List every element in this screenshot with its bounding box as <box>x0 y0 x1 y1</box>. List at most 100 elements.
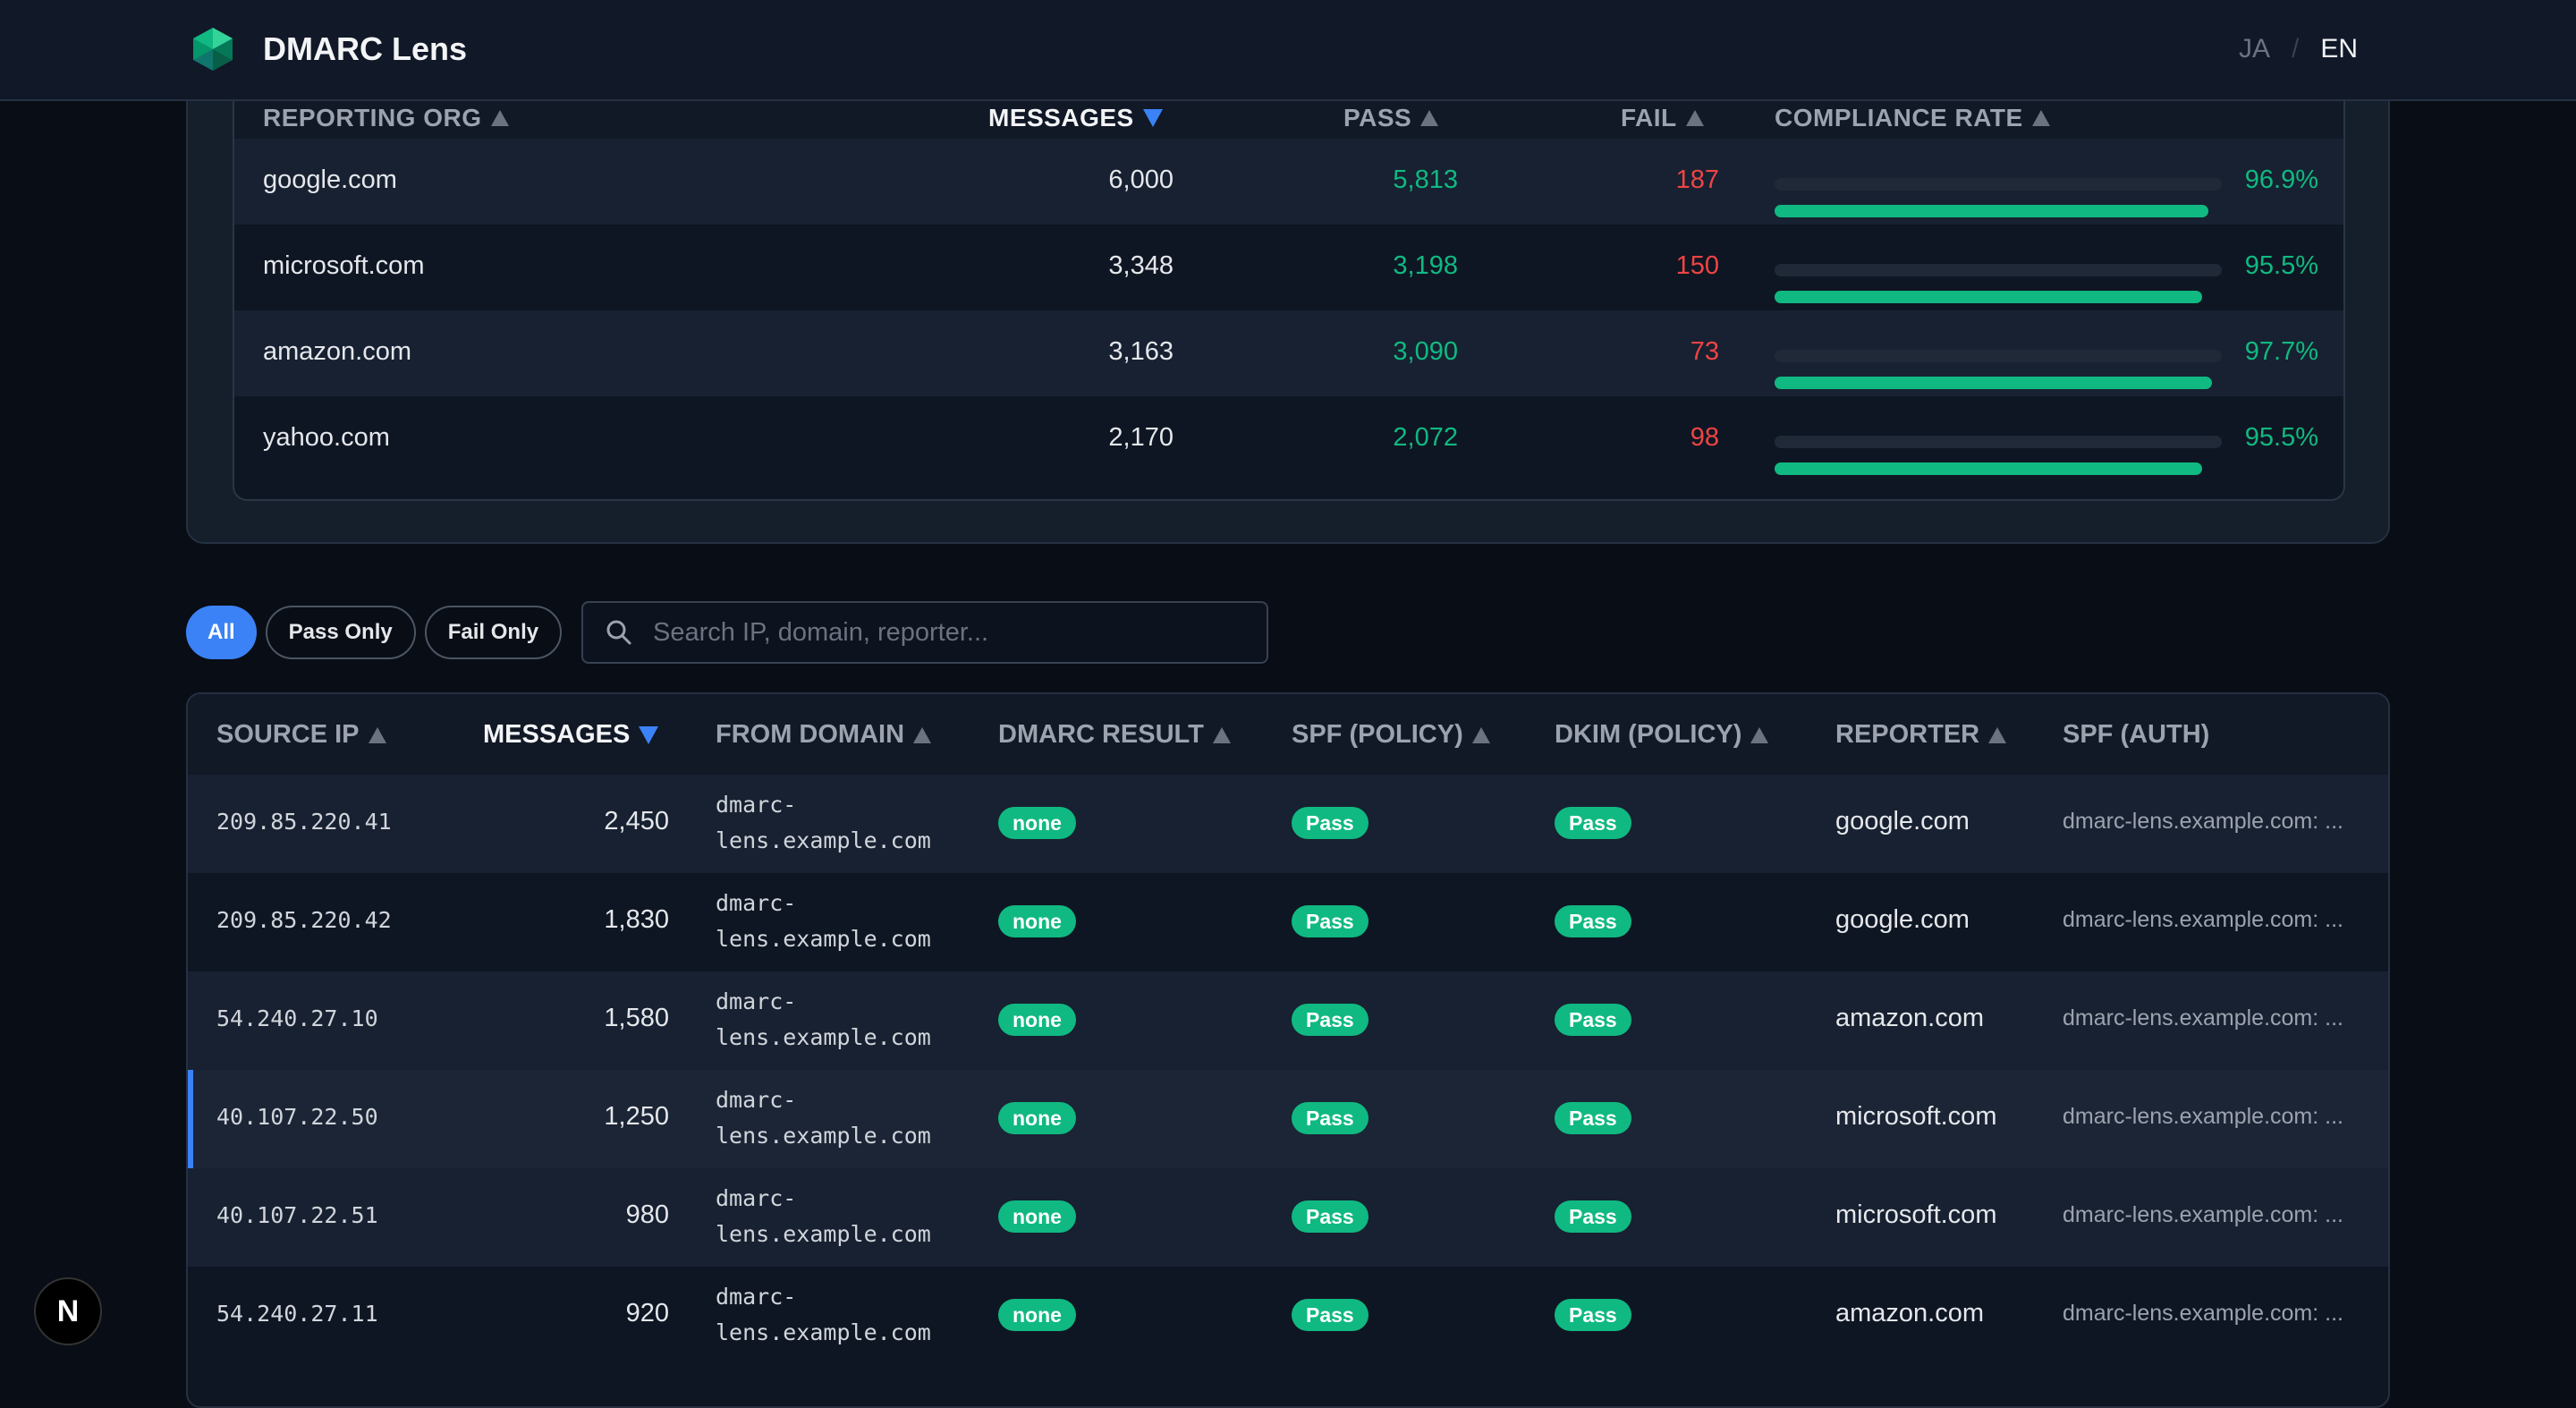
header-label: FAIL <box>1621 104 1677 131</box>
compliance-bar <box>1775 350 2222 389</box>
message-count: 2,450 <box>604 807 669 835</box>
header-label: DKIM (POLICY) <box>1555 720 1742 749</box>
dkim-policy: Pass <box>1555 1200 1631 1233</box>
table-row[interactable]: 54.240.27.11 920 dmarc-lens.example.com … <box>188 1267 2388 1365</box>
from-domain: dmarc-lens.example.com <box>716 787 948 859</box>
lang-en-link[interactable]: EN <box>2320 34 2358 64</box>
sort-asc-icon <box>1212 726 1231 743</box>
spf-badge: Pass <box>1292 905 1368 937</box>
spf-auth: dmarc-lens.example.com: ... <box>2063 1104 2343 1129</box>
table-row-selected[interactable]: 40.107.22.50 1,250 dmarc-lens.example.co… <box>188 1070 2388 1168</box>
header-reporting-org[interactable]: REPORTING ORG <box>263 104 509 132</box>
spf-policy: Pass <box>1292 905 1368 937</box>
org-row[interactable]: amazon.com 3,163 3,090 73 97.7% <box>234 310 2343 396</box>
header-pass[interactable]: PASS <box>1343 104 1439 132</box>
reporting-org-table: REPORTING ORG MESSAGES PASS FAIL COMPLIA… <box>233 55 2345 501</box>
header-label: MESSAGES <box>483 720 631 749</box>
from-domain-line2: lens.example.com <box>716 1123 931 1149</box>
source-ip: 54.240.27.11 <box>216 1301 378 1327</box>
spf-policy: Pass <box>1292 1200 1368 1233</box>
org-pass: 2,072 <box>1393 423 1458 452</box>
org-rate: 95.5% <box>2244 251 2318 280</box>
dmarc-badge: none <box>998 807 1076 839</box>
message-count: 1,580 <box>604 1004 669 1032</box>
from-domain-line1: dmarc- <box>716 988 797 1014</box>
header-messages[interactable]: MESSAGES <box>483 720 659 750</box>
search-icon <box>606 620 631 645</box>
org-fail: 98 <box>1690 423 1719 452</box>
source-ip: 209.85.220.41 <box>216 809 392 835</box>
org-name: amazon.com <box>263 337 412 366</box>
table-row[interactable]: 54.240.27.10 1,580 dmarc-lens.example.co… <box>188 971 2388 1070</box>
header-dmarc-result[interactable]: DMARC RESULT <box>998 720 1231 750</box>
language-switcher: JA / EN <box>2239 34 2358 64</box>
org-row[interactable]: google.com 6,000 5,813 187 96.9% <box>234 139 2343 225</box>
header-label: PASS <box>1343 104 1412 131</box>
org-fail: 150 <box>1675 251 1719 280</box>
dmarc-result: none <box>998 1004 1076 1036</box>
sort-asc-icon <box>1988 726 2007 743</box>
org-pass: 3,090 <box>1393 337 1458 366</box>
org-pass: 5,813 <box>1393 165 1458 194</box>
header-fail[interactable]: FAIL <box>1621 104 1704 132</box>
dmarc-result: none <box>998 905 1076 937</box>
header-reporter[interactable]: REPORTER <box>1835 720 2007 750</box>
source-ip: 54.240.27.10 <box>216 1005 378 1031</box>
from-domain: dmarc-lens.example.com <box>716 1181 948 1252</box>
org-row[interactable]: yahoo.com 2,170 2,072 98 95.5% <box>234 396 2343 482</box>
spf-badge: Pass <box>1292 1299 1368 1331</box>
records-table-header: SOURCE IP MESSAGES FROM DOMAIN DMARC RES… <box>188 694 2388 775</box>
from-domain-line1: dmarc- <box>716 1185 797 1211</box>
filter-pass-only-button[interactable]: Pass Only <box>265 606 416 659</box>
header-label: SOURCE IP <box>216 720 360 749</box>
dkim-badge: Pass <box>1555 1004 1631 1036</box>
message-count: 920 <box>625 1299 669 1327</box>
sort-asc-icon <box>1750 726 1769 743</box>
compliance-bar <box>1775 264 2222 303</box>
from-domain-line1: dmarc- <box>716 890 797 916</box>
spf-badge: Pass <box>1292 1102 1368 1134</box>
search-input[interactable] <box>653 617 1243 648</box>
reporter: amazon.com <box>1835 1004 1985 1032</box>
header-dkim-policy[interactable]: DKIM (POLICY) <box>1555 720 1769 750</box>
org-rate: 97.7% <box>2244 337 2318 366</box>
dkim-policy: Pass <box>1555 807 1631 839</box>
filter-all-button[interactable]: All <box>186 606 257 659</box>
table-row[interactable]: 40.107.22.51 980 dmarc-lens.example.com … <box>188 1168 2388 1267</box>
reporter: microsoft.com <box>1835 1102 1997 1131</box>
brand[interactable]: DMARC Lens <box>190 26 467 72</box>
search-box <box>581 601 1268 664</box>
spf-policy: Pass <box>1292 807 1368 839</box>
nextjs-dev-indicator[interactable]: N <box>34 1277 102 1345</box>
sort-asc-icon <box>1420 110 1439 126</box>
compliance-bar <box>1775 178 2222 217</box>
header-from-domain[interactable]: FROM DOMAIN <box>716 720 932 750</box>
header-messages[interactable]: MESSAGES <box>988 104 1163 132</box>
header-compliance-rate[interactable]: COMPLIANCE RATE <box>1775 104 2050 132</box>
dkim-badge: Pass <box>1555 1200 1631 1233</box>
header-label: REPORTER <box>1835 720 1980 749</box>
compliance-bar <box>1775 436 2222 475</box>
reporter: amazon.com <box>1835 1299 1985 1327</box>
result-filter-group: All Pass Only Fail Only <box>186 601 571 664</box>
lang-ja-link[interactable]: JA <box>2238 34 2270 64</box>
org-row[interactable]: microsoft.com 3,348 3,198 150 95.5% <box>234 225 2343 310</box>
from-domain-line1: dmarc- <box>716 1087 797 1113</box>
table-row[interactable]: 209.85.220.42 1,830 dmarc-lens.example.c… <box>188 873 2388 971</box>
table-row[interactable]: 209.85.220.41 2,450 dmarc-lens.example.c… <box>188 775 2388 873</box>
header-spf-policy[interactable]: SPF (POLICY) <box>1292 720 1490 750</box>
org-name: yahoo.com <box>263 423 390 452</box>
reporting-org-card: REPORTING ORG MESSAGES PASS FAIL COMPLIA… <box>186 54 2390 544</box>
compliance-bar-fill <box>1775 462 2202 475</box>
dmarc-badge: none <box>998 1004 1076 1036</box>
org-rate: 96.9% <box>2244 165 2318 194</box>
from-domain: dmarc-lens.example.com <box>716 1082 948 1154</box>
records-table: SOURCE IP MESSAGES FROM DOMAIN DMARC RES… <box>186 692 2390 1408</box>
dmarc-result: none <box>998 807 1076 839</box>
dkim-badge: Pass <box>1555 1102 1631 1134</box>
dkim-policy: Pass <box>1555 1004 1631 1036</box>
filter-fail-only-button[interactable]: Fail Only <box>424 606 563 659</box>
message-count: 980 <box>625 1200 669 1229</box>
header-source-ip[interactable]: SOURCE IP <box>216 720 386 750</box>
org-fail: 73 <box>1690 337 1719 366</box>
